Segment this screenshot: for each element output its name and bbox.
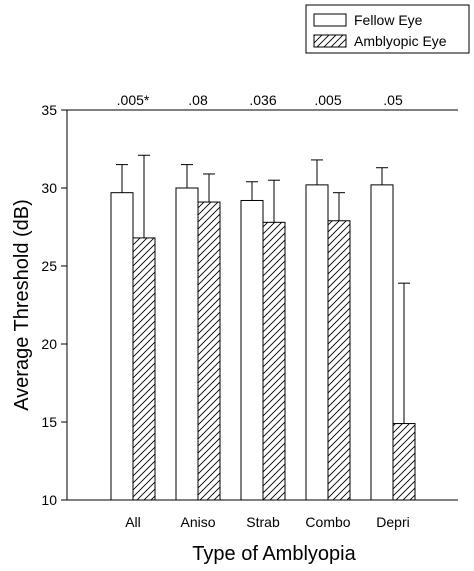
- bar: [327, 220, 351, 501]
- y-tick-label: 20: [41, 336, 57, 352]
- bar: [370, 184, 394, 501]
- x-tick-label: All: [125, 514, 141, 530]
- bar: [132, 237, 156, 501]
- bar: [305, 184, 329, 501]
- bar: [110, 192, 134, 501]
- y-tick-label: 25: [41, 258, 57, 274]
- legend-swatch-amblyopic-eye: [313, 34, 347, 48]
- x-tick-label: Aniso: [180, 514, 215, 530]
- bar: [175, 187, 199, 501]
- y-tick-label: 30: [41, 180, 57, 196]
- legend-label-amblyopic-eye: Amblyopic Eye: [354, 33, 447, 49]
- p-value-labels: .005* .08 .036 .005 .05: [117, 92, 403, 108]
- p-value-label: .05: [383, 92, 403, 108]
- bars: [110, 154, 416, 501]
- x-axis-label: Type of Amblyopia: [192, 543, 356, 565]
- legend-swatch-fellow-eye: [313, 13, 347, 27]
- y-axis-label: Average Threshold (dB): [11, 199, 33, 411]
- bar: [262, 221, 286, 501]
- bar: [392, 423, 416, 501]
- bar: [197, 201, 221, 501]
- x-tick-label: Strab: [246, 514, 280, 530]
- legend: Fellow Eye Amblyopic Eye: [305, 4, 470, 54]
- legend-label-fellow-eye: Fellow Eye: [354, 12, 423, 28]
- p-value-label: .005: [314, 92, 341, 108]
- y-tick-label: 15: [41, 414, 57, 430]
- p-value-label: .036: [249, 92, 276, 108]
- y-tick-label: 35: [41, 102, 57, 118]
- p-value-label: .08: [188, 92, 208, 108]
- x-tick-label: Combo: [305, 514, 350, 530]
- tick-labels: 10 15 20 25 30 35 All Aniso Strab Combo Depri: [41, 102, 409, 530]
- x-tick-label: Depri: [376, 514, 409, 530]
- y-tick-label: 10: [41, 492, 57, 508]
- p-value-label: .005*: [117, 92, 150, 108]
- bar: [240, 199, 264, 501]
